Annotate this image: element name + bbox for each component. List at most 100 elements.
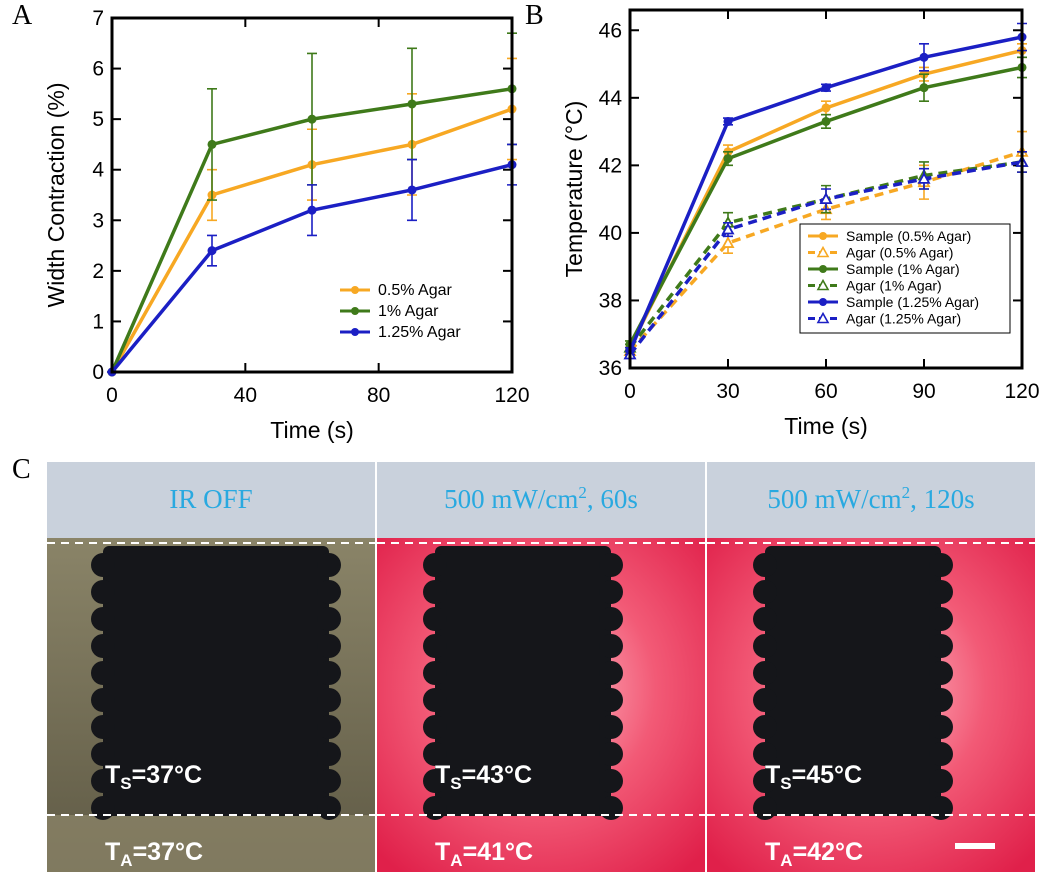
temp-sub: A — [120, 851, 132, 870]
specimen-ridge — [91, 742, 115, 766]
legend-box — [799, 223, 1011, 334]
y-tick-label: 2 — [92, 260, 104, 283]
y-tick-label: 6 — [92, 58, 104, 81]
specimen-ridge — [753, 796, 777, 820]
specimen-ridge — [423, 607, 447, 631]
panel-label: B — [525, 0, 544, 31]
specimen-ridge — [599, 769, 623, 793]
marker — [919, 52, 929, 62]
specimen-ridge — [423, 715, 447, 739]
marker — [721, 236, 735, 248]
temp-value: =45°C — [792, 761, 862, 789]
temp-sub: S — [120, 774, 131, 793]
specimen-ridge — [599, 742, 623, 766]
specimen-ridge — [317, 688, 341, 712]
marker — [917, 172, 931, 184]
plot-frame — [110, 16, 514, 374]
panel-title: 500 mW/cm2, 120s — [767, 483, 974, 514]
x-tick-label: 30 — [716, 380, 739, 403]
x-tick-label: 40 — [234, 384, 257, 407]
specimen-ridge — [929, 688, 953, 712]
specimen-ridge — [91, 661, 115, 685]
marker — [407, 185, 417, 195]
specimen-ridge — [929, 607, 953, 631]
panel-header — [377, 462, 705, 538]
panel-label: C — [12, 454, 31, 485]
specimen-ridge — [423, 742, 447, 766]
specimen-ridge — [753, 553, 777, 577]
panel-title-sup: 2 — [902, 483, 911, 502]
marker — [207, 139, 217, 149]
marker — [723, 154, 733, 164]
specimen-ridge — [91, 607, 115, 631]
y-tick-label: 44 — [599, 87, 623, 110]
legend-marker — [351, 286, 359, 294]
panel-title-rest: , 120s — [910, 484, 975, 514]
temperature-label: TS=37°C — [105, 761, 202, 793]
y-tick-label: 4 — [92, 159, 104, 182]
specimen-ridge — [423, 769, 447, 793]
y-tick-label: 40 — [599, 222, 622, 245]
x-tick-label: 0 — [624, 380, 636, 403]
x-axis-label: Time (s) — [784, 413, 867, 439]
specimen-ridge — [753, 742, 777, 766]
x-tick-label: 60 — [814, 380, 837, 403]
y-tick-label: 1 — [92, 310, 104, 333]
legend-marker — [351, 328, 359, 336]
x-tick-label: 120 — [494, 384, 529, 407]
specimen-ridge — [423, 688, 447, 712]
temperature-label: TS=43°C — [435, 761, 532, 793]
y-tick-label: 36 — [599, 357, 622, 380]
specimen-ridge — [929, 796, 953, 820]
x-axis-label: Time (s) — [270, 417, 353, 443]
legend-marker — [819, 298, 827, 306]
y-tick-label: 5 — [92, 108, 104, 131]
specimen-ridge — [599, 607, 623, 631]
temperature-label: TA=37°C — [105, 838, 203, 870]
specimen-ridge — [929, 634, 953, 658]
specimen-ridge — [929, 553, 953, 577]
y-tick-label: 46 — [599, 19, 622, 42]
marker — [819, 192, 833, 205]
specimen-ridge — [423, 796, 447, 820]
specimen-ridge — [753, 634, 777, 658]
y-tick-label: 42 — [599, 154, 622, 177]
specimen-ridge — [317, 661, 341, 685]
panel-title-text: 500 mW/cm — [444, 484, 578, 514]
specimen-ridge — [929, 580, 953, 604]
legend-label: Agar (1% Agar) — [846, 278, 942, 294]
specimen-ridge — [317, 769, 341, 793]
specimen-ridge — [599, 634, 623, 658]
temperature-label: TA=42°C — [765, 838, 863, 870]
specimen-ridge — [423, 634, 447, 658]
specimen-ridge — [599, 796, 623, 820]
agar-shade — [47, 815, 375, 872]
temp-value: =43°C — [462, 761, 532, 789]
specimen — [765, 546, 941, 816]
temp-value: =37°C — [132, 761, 202, 789]
specimen-ridge — [929, 769, 953, 793]
specimen-ridge — [91, 796, 115, 820]
temperature-label: TS=45°C — [765, 761, 862, 793]
legend-label: Sample (1.25% Agar) — [846, 294, 979, 310]
marker — [821, 116, 831, 126]
specimen-ridge — [91, 634, 115, 658]
marker — [721, 222, 735, 235]
specimen-ridge — [317, 715, 341, 739]
panel-header — [707, 462, 1035, 538]
panel-title-sup: 2 — [578, 483, 587, 502]
y-axis-label: Temperature (°C) — [561, 101, 587, 278]
x-tick-label: 0 — [106, 384, 118, 407]
marker — [821, 103, 831, 113]
y-axis-label: Width Contraction (%) — [43, 83, 69, 308]
specimen-ridge — [91, 769, 115, 793]
panel-header — [47, 462, 375, 538]
legend-label: Agar (1.25% Agar) — [846, 311, 961, 327]
specimen-ridge — [929, 715, 953, 739]
x-tick-label: 90 — [912, 380, 935, 403]
specimen-ridge — [753, 661, 777, 685]
marker — [407, 99, 417, 109]
specimen-ridge — [317, 796, 341, 820]
panel-title: 500 mW/cm2, 60s — [444, 483, 638, 514]
